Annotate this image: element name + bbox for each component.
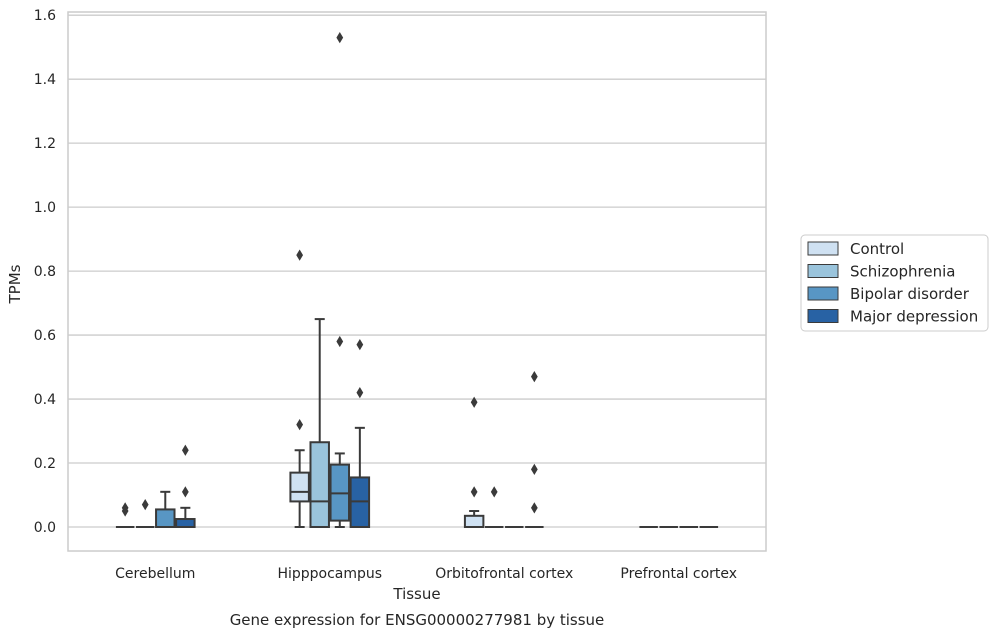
box-schizophrenia [309,318,330,529]
box-body [289,471,310,503]
legend-swatch [807,286,839,301]
outlier-marker [336,31,344,44]
box-body [175,518,196,529]
outlier-marker [296,419,304,431]
outlier-marker [181,486,189,498]
x-tick-label: Prefrontal cortex [620,566,737,582]
y-tick-label: 1.6 [34,8,56,24]
x-tick-label: Hipppocampus [277,566,382,582]
plot-area-frame [67,11,767,552]
x-tick-labels: Cerebellum Hipppocampus Orbitofrontal cort… [115,566,737,582]
grid-lines [68,14,766,528]
outlier-marker [336,335,344,348]
box-bipolar-disorder [155,490,176,529]
x-tick-label: Cerebellum [115,566,195,582]
y-tick-label: 0.4 [34,392,56,408]
outlier-marker [121,502,129,514]
box-bipolar-disorder [329,31,351,529]
y-tick-label: 0.0 [34,520,56,536]
chart-caption: Gene expression for ENSG00000277981 by t… [230,611,605,629]
box-body [463,514,485,529]
box-schizophrenia [135,498,155,529]
y-tick-label: 0.6 [34,328,56,344]
legend-label: Major depression [850,308,978,326]
box-major-depression [175,444,196,529]
y-tick-label: 1.0 [34,200,56,216]
legend-label: Schizophrenia [850,263,955,281]
y-axis-label: TPMs [6,264,24,304]
boxes [115,31,719,529]
outlier-marker [356,339,364,351]
box-control [463,396,485,529]
outlier-marker [470,396,478,408]
legend: Control Schizophrenia Bipolar disorder Majo… [800,234,989,332]
box-major-depression [349,339,371,529]
y-tick-label: 1.2 [34,136,56,152]
legend-swatch [807,264,839,278]
x-axis-label: Tissue [392,585,440,603]
outlier-marker [530,502,538,514]
outlier-marker [490,486,498,498]
outlier-marker [530,371,538,383]
box-major-depression [525,371,544,529]
outlier-marker [530,463,538,476]
legend-label: Control [850,240,904,258]
box-control [289,249,310,529]
y-tick-label: 1.4 [34,72,56,88]
outlier-marker [296,249,304,261]
y-tick-labels: 0.0 0.2 0.4 0.6 0.8 1.0 1.2 1.4 1.6 [34,8,56,536]
box-control [115,502,135,529]
box-body [309,441,330,529]
legend-frame [800,234,989,332]
box-body [155,508,176,529]
legend-swatch [807,241,839,256]
outlier-marker [141,498,149,511]
outlier-marker [470,486,478,498]
y-tick-label: 0.8 [34,264,56,280]
box-schizophrenia [484,486,504,529]
legend-label: Bipolar disorder [850,285,970,303]
outlier-marker [181,444,189,456]
y-tick-label: 0.2 [34,456,56,472]
legend-swatch [807,309,839,323]
x-tick-label: Orbitofrontal cortex [435,566,573,582]
outlier-marker [356,387,364,399]
